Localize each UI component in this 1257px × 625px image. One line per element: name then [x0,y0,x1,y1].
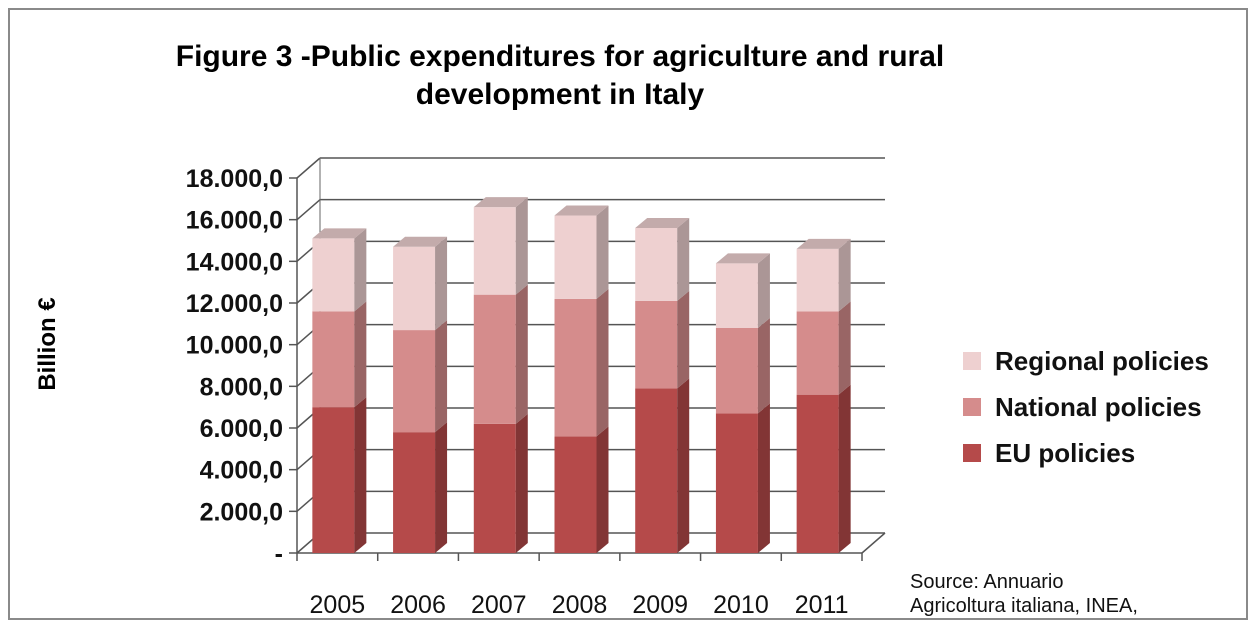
chart-title: Figure 3 -Public expenditures for agricu… [175,40,945,111]
y-tick-label-6: 12.000,0 [186,290,283,318]
y-tick-label-0: - [275,540,283,568]
bar-2005-eu-policies [312,407,355,553]
bar-side-2008-1 [596,288,609,437]
x-tick-label-2006: 2006 [390,591,446,619]
bar-2008-national-policies [554,298,597,437]
bar-2011-eu-policies [796,394,839,553]
x-tick-label-2010: 2010 [713,591,769,619]
bar-side-2011-1 [838,301,851,395]
bar-side-2007-1 [515,284,528,424]
bar-2010-national-policies [715,328,758,414]
bar-2009-regional-policies [635,228,678,301]
bar-top-2006 [393,236,448,247]
source-note: Source: Annuario Agricoltura italiana, I… [910,570,1138,618]
y-tick-label-9: 18.000,0 [186,165,283,193]
x-tick-label-2009: 2009 [632,591,688,619]
floor-edge [861,532,886,554]
legend-label-regional: Regional policies [995,345,1209,376]
bar-2005-national-policies [312,311,355,408]
x-tick-label-2011: 2011 [795,591,849,619]
grid-diag-8 [296,199,321,221]
legend-swatch-eu [963,444,981,462]
bar-2009-national-policies [635,300,678,389]
bar-top-2011 [796,238,851,249]
bar-2006-national-policies [393,330,436,433]
bar-side-2010-0 [757,403,770,553]
y-tick-label-7: 14.000,0 [186,248,283,276]
bar-top-2007 [473,197,528,208]
legend-swatch-regional [963,352,981,370]
source-line-1: Source: Annuario [910,571,1064,593]
bar-side-2005-2 [354,228,367,312]
legend-label-national: National policies [995,391,1202,422]
bar-top-2009 [635,218,690,228]
x-tick-label-2008: 2008 [552,591,608,619]
bar-side-2010-1 [757,318,770,414]
bar-2007-national-policies [473,294,516,424]
bar-side-2006-2 [435,236,448,331]
bar-2008-regional-policies [554,215,597,299]
bar-2010-eu-policies [715,413,758,553]
grid-diag-9 [296,157,321,179]
bar-2007-eu-policies [473,423,516,553]
bar-side-2009-2 [677,218,690,301]
bar-side-2011-0 [838,384,851,553]
bar-top-2010 [715,253,770,264]
bar-2010-regional-policies [715,263,758,328]
bar-2005-regional-policies [312,238,355,312]
bar-2011-national-policies [796,311,839,395]
bar-2011-regional-policies [796,248,839,312]
y-tick-label-8: 16.000,0 [186,207,283,235]
bar-2009-eu-policies [635,388,678,553]
chart-frame [8,8,1248,620]
bar-side-2008-0 [596,426,609,553]
bar-side-2009-1 [677,290,690,389]
y-tick-label-5: 10.000,0 [186,332,283,360]
bar-top-2005 [312,228,367,239]
x-tick-label-2007: 2007 [471,591,527,619]
bar-side-2011-2 [838,238,851,312]
bar-side-2009-0 [677,378,690,553]
legend-swatch-national [963,398,981,416]
y-tick-label-3: 6.000,0 [200,415,283,443]
bar-side-2005-0 [354,397,367,553]
bar-top-2008 [554,205,609,216]
bar-side-2010-2 [757,253,770,328]
y-tick-label-4: 8.000,0 [200,373,283,401]
x-tick-label-2005: 2005 [310,591,366,619]
bar-side-2007-2 [515,197,528,295]
legend-item-national: National policies [963,384,1209,430]
legend-item-eu: EU policies [963,430,1209,476]
legend: Regional policies National policies EU p… [963,338,1209,476]
bar-side-2006-0 [435,422,448,553]
bar-2006-regional-policies [393,246,436,331]
legend-item-regional: Regional policies [963,338,1209,384]
bar-side-2007-0 [515,413,528,553]
source-line-2: Agricoltura italiana, INEA, [910,595,1138,617]
bar-side-2005-1 [354,301,367,408]
legend-label-eu: EU policies [995,437,1136,468]
bar-2006-eu-policies [393,432,436,553]
bar-side-2006-1 [435,320,448,433]
bar-2007-regional-policies [473,207,516,295]
y-tick-label-1: 2.000,0 [200,498,283,526]
y-tick-label-2: 4.000,0 [200,457,283,485]
bar-2008-eu-policies [554,436,597,553]
bar-side-2008-2 [596,205,609,299]
